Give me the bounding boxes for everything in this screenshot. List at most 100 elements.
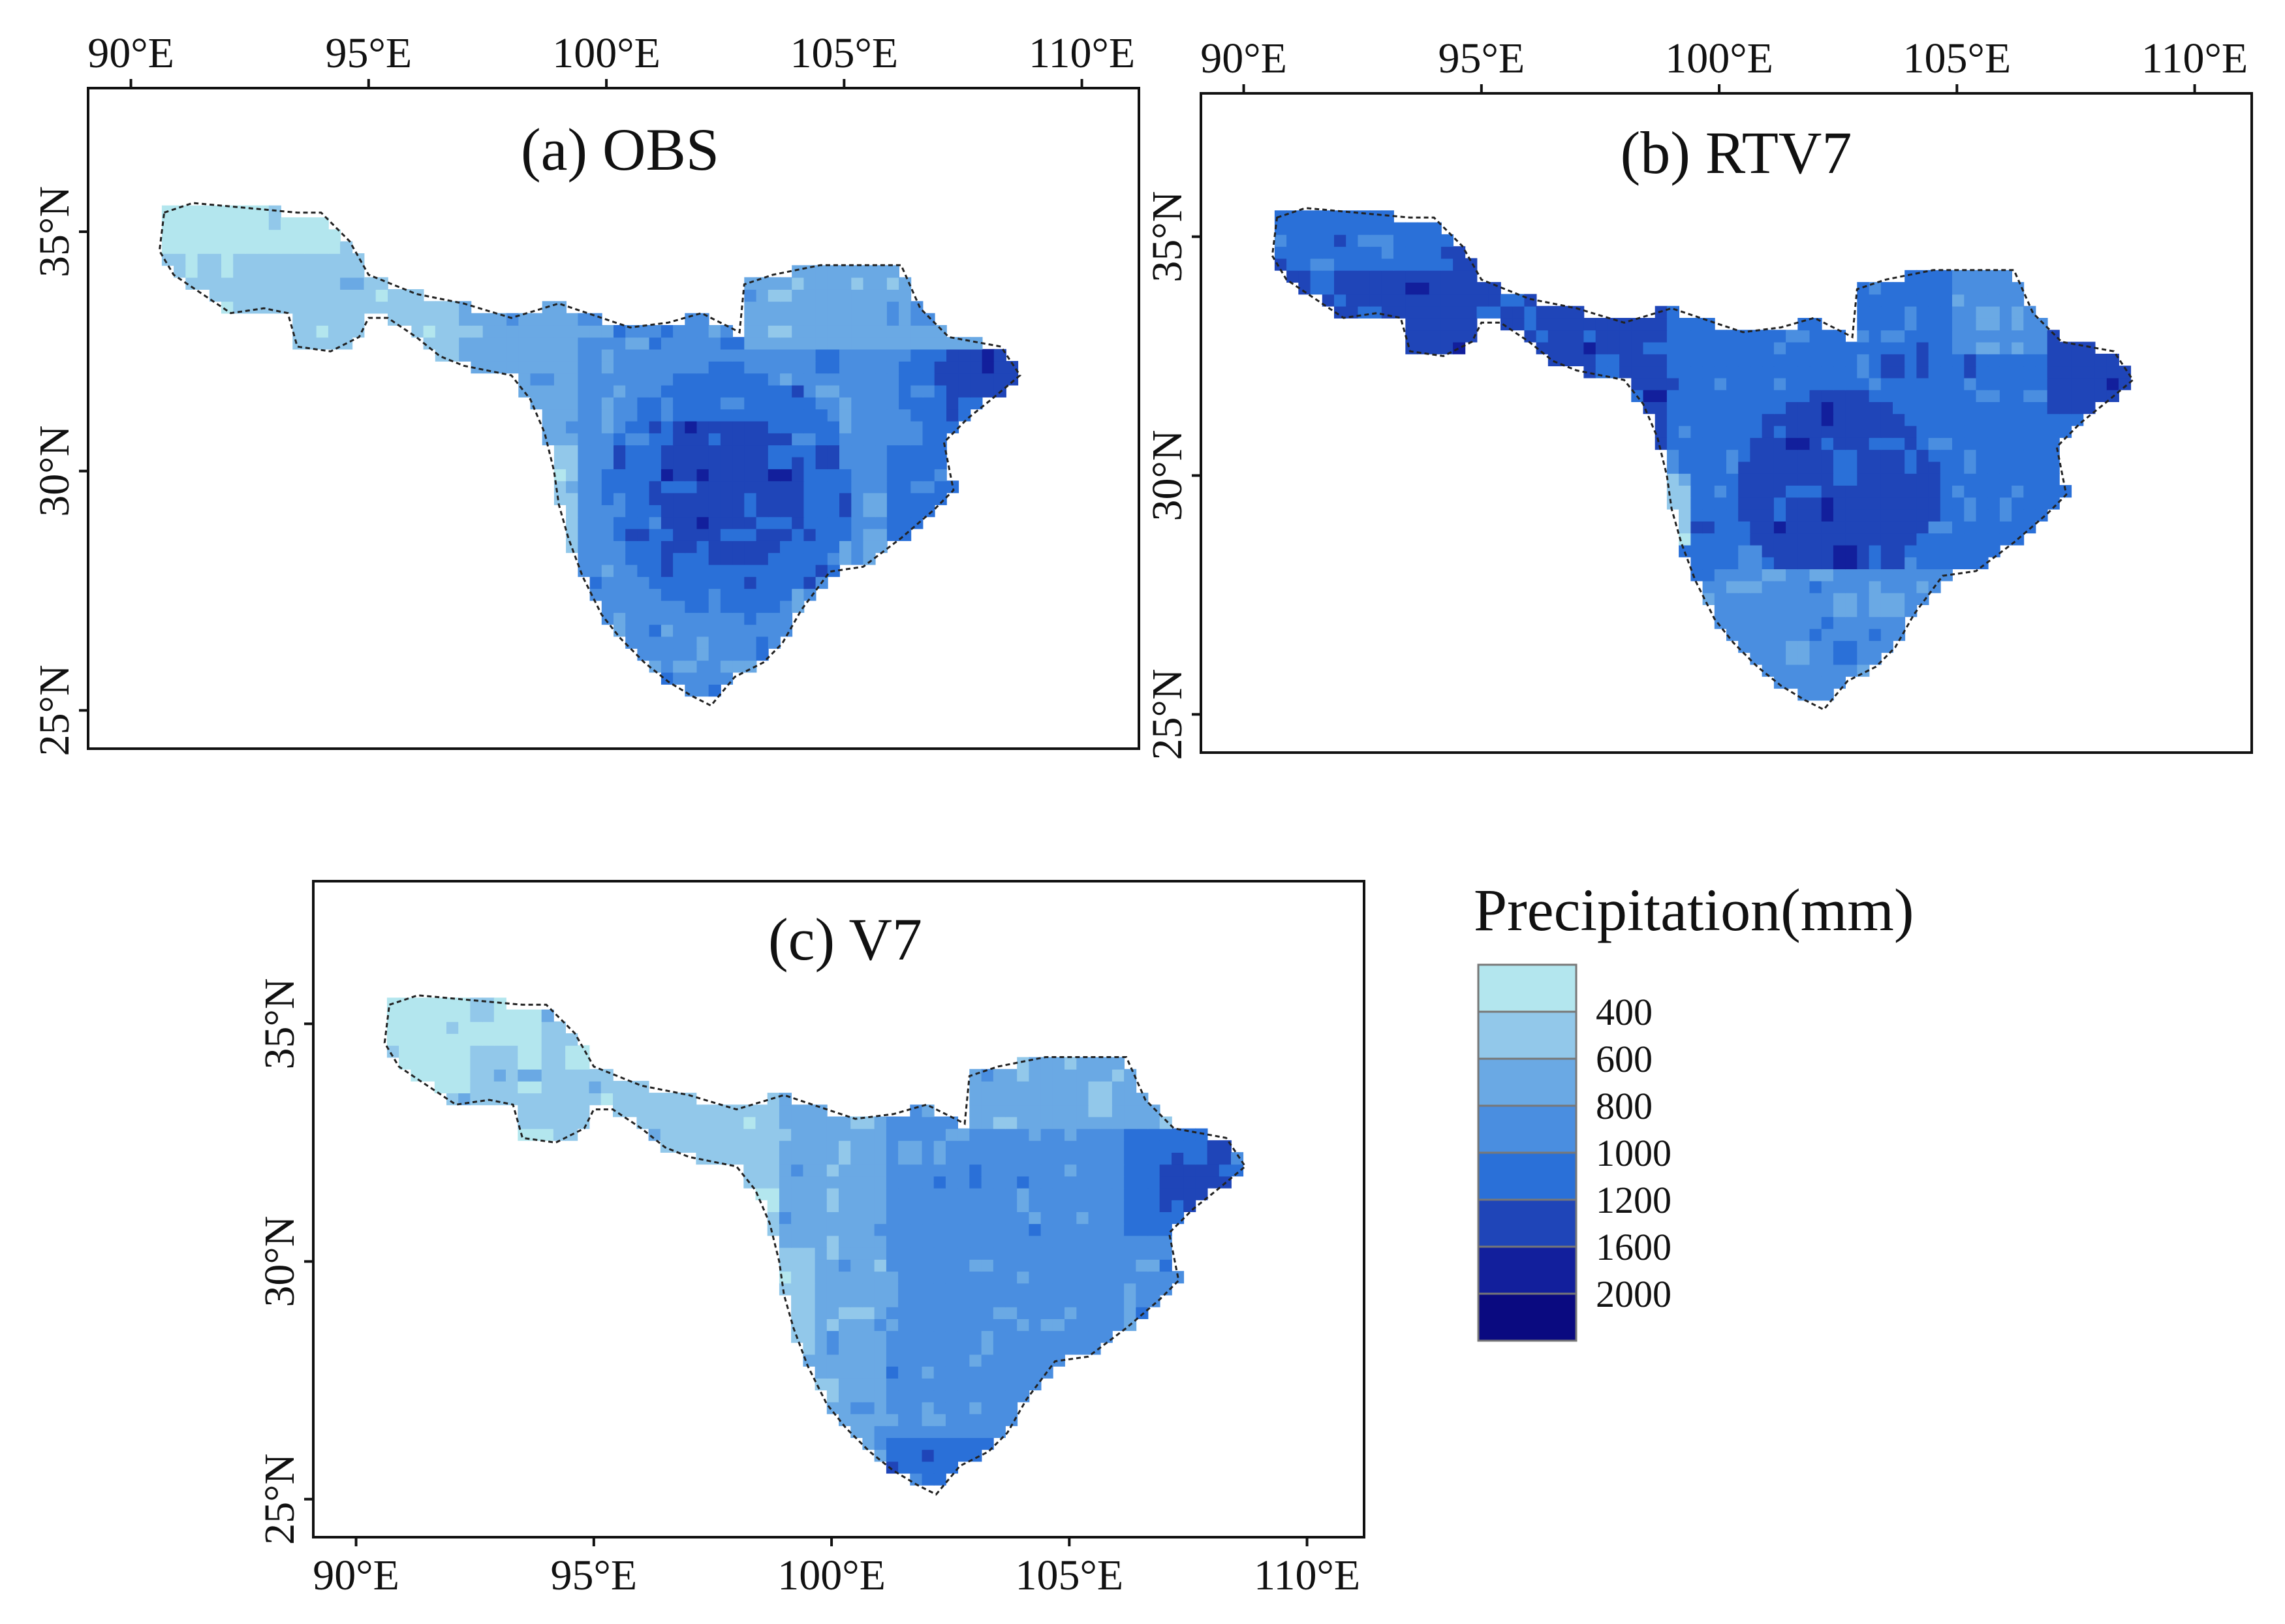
- grid-cell: [1893, 353, 1906, 367]
- grid-cell: [1005, 1342, 1018, 1355]
- grid-cell: [2047, 341, 2060, 354]
- grid-cell: [625, 564, 638, 577]
- grid-cell: [1065, 1140, 1078, 1153]
- grid-cell: [256, 217, 270, 230]
- grid-cell: [815, 409, 828, 422]
- grid-cell: [1880, 366, 1893, 379]
- grid-cell: [2071, 401, 2084, 414]
- grid-cell: [708, 325, 721, 338]
- grid-cell: [1893, 282, 1906, 295]
- grid-cell: [933, 1390, 946, 1403]
- grid-cell: [1369, 210, 1382, 223]
- grid-cell: [1040, 1116, 1053, 1129]
- grid-cell: [1358, 294, 1371, 307]
- grid-cell: [1786, 413, 1799, 426]
- grid-cell: [435, 337, 448, 350]
- grid-cell: [661, 624, 674, 637]
- grid-cell: [673, 660, 686, 673]
- grid-cell: [648, 1116, 661, 1129]
- grid-cell: [493, 1021, 506, 1034]
- grid-cell: [661, 516, 674, 529]
- grid-cell: [1136, 1247, 1149, 1260]
- grid-cell: [993, 1259, 1006, 1272]
- grid-cell: [768, 420, 781, 433]
- grid-cell: [600, 1080, 614, 1093]
- grid-cell: [910, 1164, 923, 1177]
- grid-cell: [803, 1176, 816, 1189]
- grid-cell: [1821, 664, 1834, 677]
- grid-cell: [1928, 389, 1941, 402]
- grid-cell: [720, 528, 733, 541]
- grid-cell: [209, 241, 222, 254]
- grid-cell: [637, 648, 650, 661]
- grid-cell: [1786, 401, 1799, 414]
- grid-cell: [768, 397, 781, 410]
- grid-cell: [981, 1366, 994, 1379]
- grid-cell: [874, 1449, 887, 1462]
- grid-cell: [661, 420, 674, 433]
- grid-cell: [1964, 497, 1977, 510]
- grid-cell: [945, 1164, 958, 1177]
- grid-cell: [910, 1176, 923, 1189]
- grid-cell: [1987, 353, 2000, 367]
- grid-cell: [1476, 282, 1489, 295]
- grid-cell: [2047, 413, 2060, 426]
- grid-cell: [732, 576, 745, 589]
- grid-cell: [707, 1104, 721, 1117]
- grid-cell: [851, 420, 864, 433]
- grid-cell: [1488, 305, 1501, 319]
- grid-cell: [399, 313, 412, 326]
- grid-cell: [673, 636, 686, 649]
- grid-cell: [1869, 318, 1882, 331]
- grid-cell: [1111, 1247, 1125, 1260]
- grid-cell: [529, 1021, 542, 1034]
- grid-cell: [684, 1128, 697, 1141]
- grid-cell: [744, 540, 757, 554]
- grid-cell: [281, 217, 294, 230]
- grid-cell: [981, 1401, 994, 1414]
- grid-cell: [756, 540, 769, 554]
- grid-cell: [614, 433, 627, 446]
- grid-cell: [352, 265, 365, 278]
- grid-cell: [1880, 521, 1893, 534]
- grid-cell: [1065, 1057, 1078, 1070]
- grid-cell: [1833, 389, 1846, 402]
- grid-cell: [839, 480, 852, 493]
- grid-cell: [589, 564, 602, 577]
- grid-cell: [1005, 1306, 1018, 1319]
- grid-cell: [1976, 544, 1989, 557]
- grid-cell: [625, 373, 638, 386]
- grid-cell: [1440, 330, 1453, 343]
- grid-cell: [1857, 521, 1870, 534]
- grid-cell: [493, 997, 506, 1010]
- grid-cell: [614, 349, 627, 362]
- grid-cell: [482, 325, 495, 338]
- grid-cell: [1679, 425, 1692, 438]
- grid-cell: [945, 1247, 958, 1260]
- grid-cell: [803, 576, 816, 589]
- grid-cell: [922, 1401, 935, 1414]
- grid-cell: [2106, 353, 2119, 367]
- grid-cell: [1987, 294, 2000, 307]
- lon-tick-label: 110°E: [2141, 35, 2248, 82]
- grid-cell: [1797, 366, 1811, 379]
- grid-cell: [1809, 652, 1822, 665]
- grid-cell: [1124, 1199, 1137, 1212]
- grid-cell: [922, 1152, 935, 1165]
- grid-cell: [744, 313, 757, 326]
- grid-cell: [1405, 305, 1418, 319]
- grid-cell: [1040, 1057, 1053, 1070]
- grid-cell: [1952, 533, 1965, 546]
- grid-cell: [256, 289, 270, 302]
- grid-cell: [2012, 353, 2025, 367]
- grid-cell: [1100, 1294, 1113, 1307]
- grid-cell: [1999, 318, 2012, 331]
- grid-cell: [910, 313, 924, 326]
- grid-cell: [589, 456, 602, 469]
- grid-cell: [1005, 1413, 1018, 1426]
- grid-cell: [875, 325, 888, 338]
- grid-cell: [1833, 544, 1846, 557]
- grid-cell: [768, 433, 781, 446]
- grid-cell: [601, 600, 614, 613]
- grid-cell: [874, 1413, 887, 1426]
